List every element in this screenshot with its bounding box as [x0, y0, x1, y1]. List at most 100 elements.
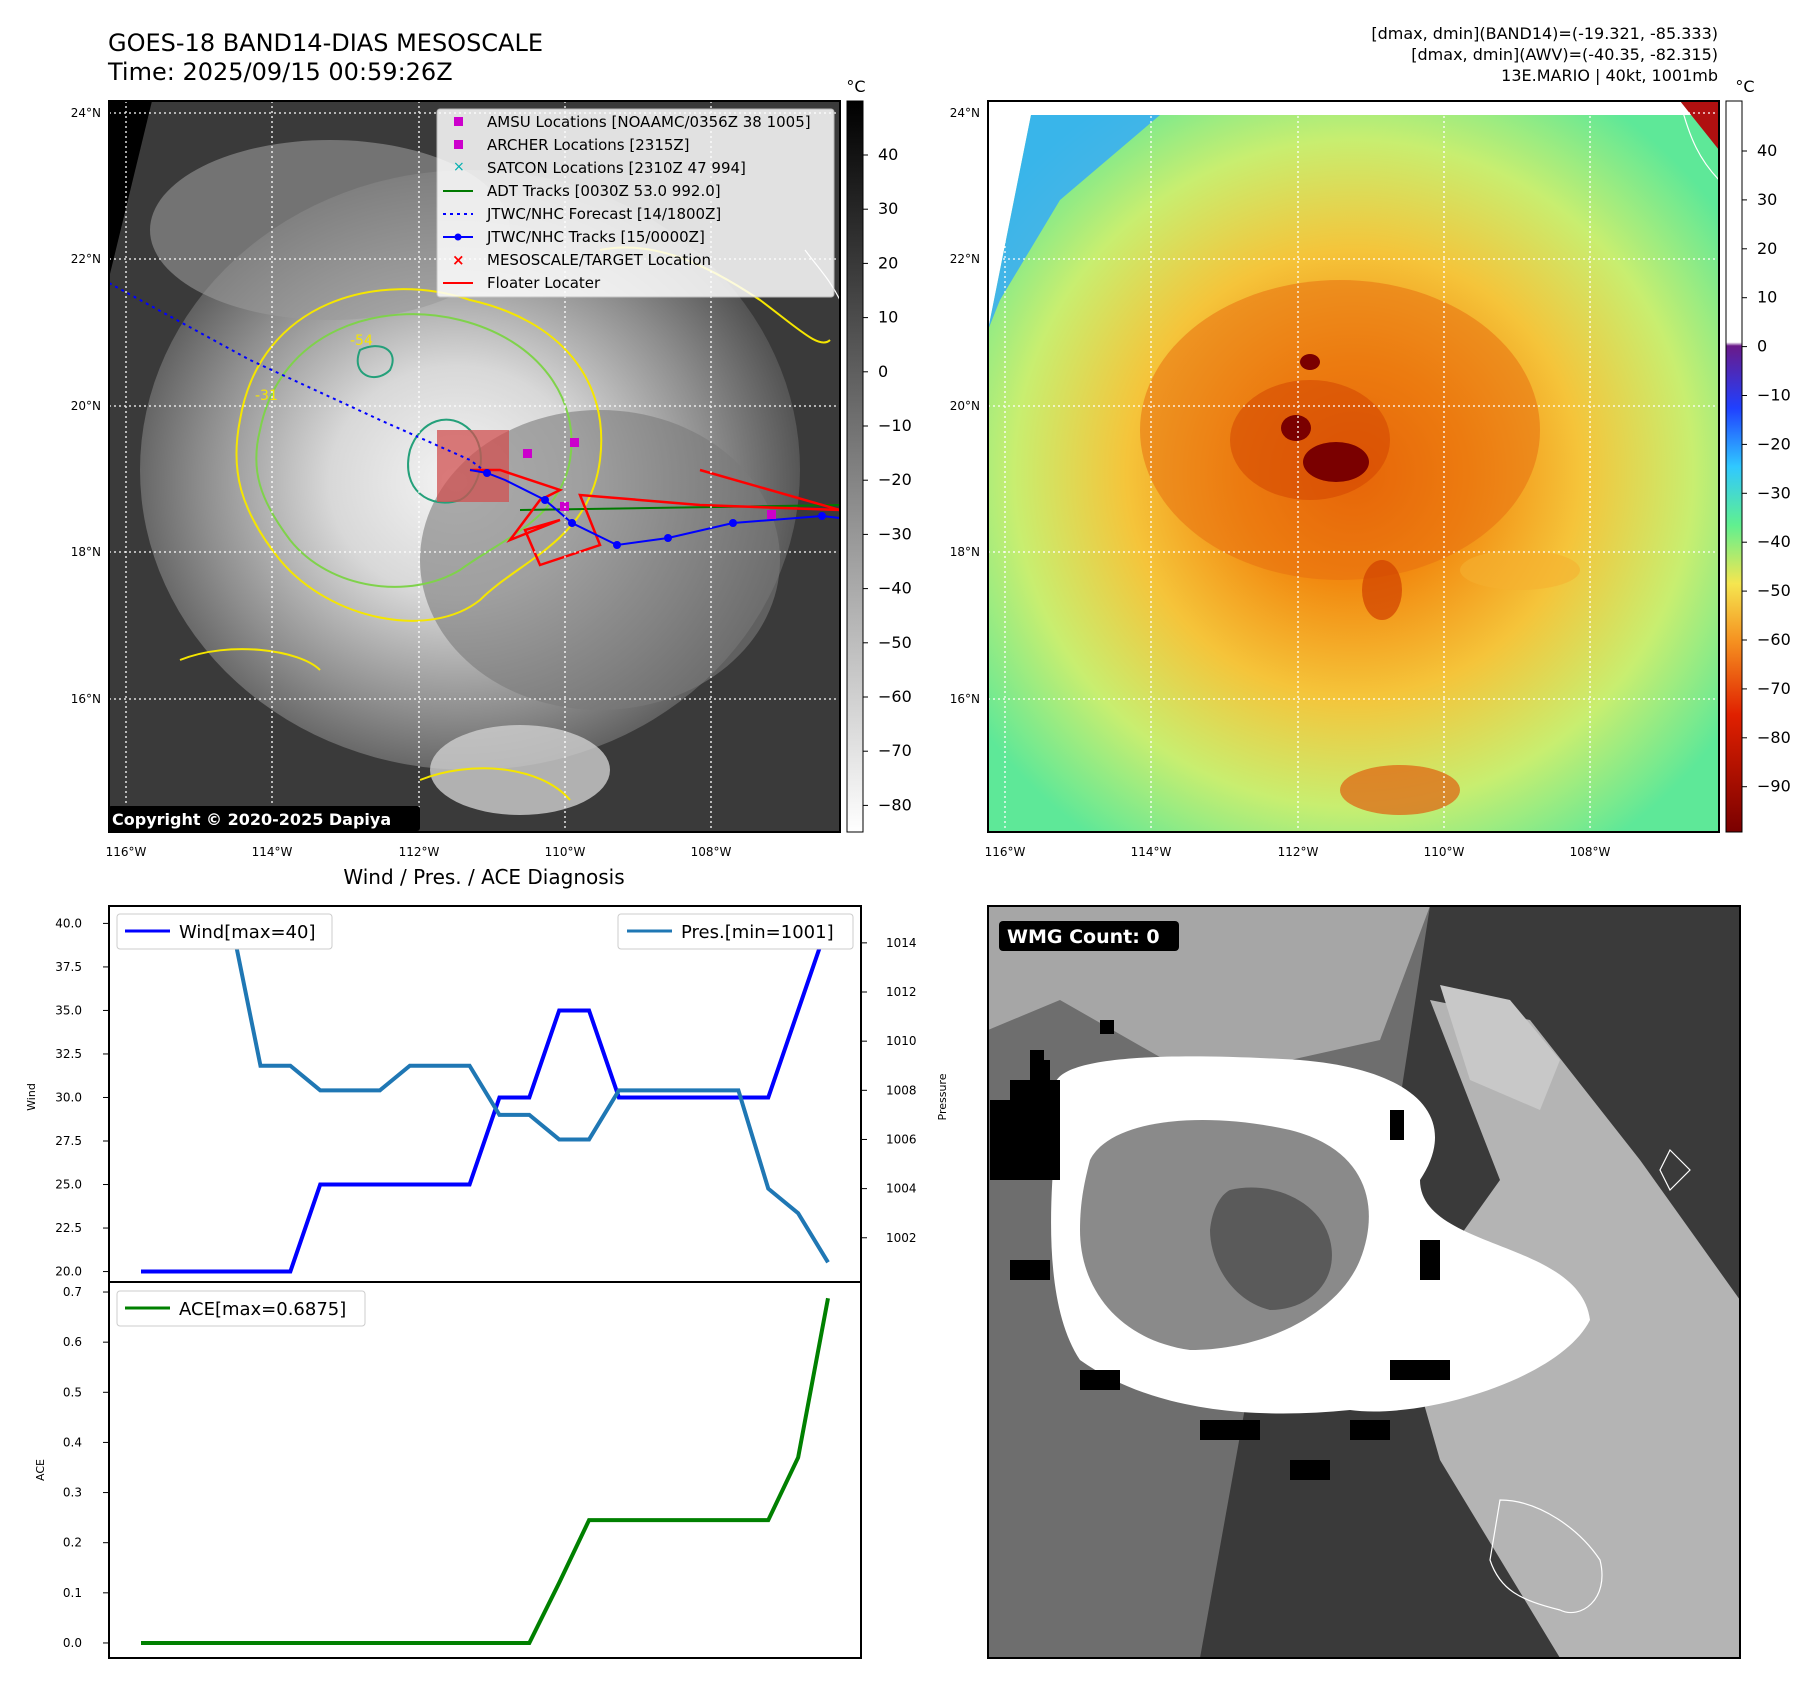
wind-tick-label: 20.0: [55, 1265, 82, 1279]
forecast-track: [109, 282, 491, 476]
lon-label: 112°W: [399, 845, 440, 859]
lon-label: 110°W: [545, 845, 586, 859]
lon-label: 108°W: [691, 845, 732, 859]
left-map-axis-labels: 116°W 114°W 112°W 110°W 108°W 24°N 22°N …: [71, 106, 732, 859]
colorbar-tick-label: 20: [878, 253, 898, 272]
legend-item: JTWC/NHC Tracks [15/0000Z]: [486, 228, 705, 246]
ace-tick-label: 0.4: [63, 1435, 82, 1449]
colorbar-tick-label: −70: [1757, 679, 1791, 698]
ace-legend: ACE[max=0.6875]: [116, 1290, 366, 1327]
lat-label: 18°N: [71, 545, 101, 559]
colorbar-tick-label: −80: [1757, 728, 1791, 747]
figure-time: Time: 2025/09/15 00:59:26Z: [107, 58, 453, 86]
colorbar-tick-label: 0: [1757, 337, 1767, 356]
colorbar-tick-label: 10: [878, 308, 898, 327]
lon-label: 116°W: [985, 845, 1026, 859]
colorbar-tick-label: −10: [1757, 386, 1791, 405]
target-legend-marker: ×: [452, 251, 465, 269]
ir-map-panel: -54 -31 × × AMSU Locations [NOAAMC/0356Z…: [108, 100, 841, 833]
pressure-tick-label: 1002: [886, 1231, 917, 1245]
wind-tick-label: 30.0: [55, 1090, 82, 1104]
colorbar-unit: °C: [846, 77, 865, 96]
colorbar-tick-label: −30: [1757, 483, 1791, 502]
legend-item: SATCON Locations [2310Z 47 994]: [487, 159, 746, 177]
colorbar-tick-label: 20: [1757, 239, 1777, 258]
legend-item: AMSU Locations [NOAAMC/0356Z 38 1005]: [487, 113, 811, 131]
lat-label: 16°N: [71, 692, 101, 706]
copyright-text: Copyright © 2020-2025 Dapiya: [112, 810, 391, 829]
ace-legend-label: ACE[max=0.6875]: [179, 1299, 346, 1320]
legend-item: ARCHER Locations [2315Z]: [487, 136, 690, 154]
best-track-points: [483, 469, 826, 549]
lon-label: 114°W: [252, 845, 293, 859]
wind-axis-label: Wind: [25, 1083, 38, 1111]
lon-label: 108°W: [1570, 845, 1611, 859]
floater-locater: [470, 468, 840, 567]
colorbar-tick-label: 40: [878, 145, 898, 164]
lat-label: 20°N: [950, 399, 980, 413]
wmg-dark-eye: [1210, 1187, 1332, 1310]
wind-tick-label: 35.0: [55, 1003, 82, 1017]
colorbar-tick-label: −30: [878, 524, 912, 543]
ace-tick-label: 0.0: [63, 1636, 82, 1650]
wmg-count-label: WMG Count: 0: [1007, 926, 1160, 948]
colorbar-tick-label: −10: [878, 416, 912, 435]
best-track: [469, 469, 840, 547]
wind-pressure-chart: 20.0 22.5 25.0 27.5 30.0 32.5 35.0 37.5 40.0 1002…: [55, 905, 917, 1283]
contour-label: -54: [350, 333, 373, 349]
ace-tick-label: 0.2: [63, 1536, 82, 1550]
colorbar-tick-label: −90: [1757, 777, 1791, 796]
ace-tick-label: 0.7: [63, 1285, 82, 1299]
ace-tick-label: 0.6: [63, 1335, 82, 1349]
contour-label: -31: [255, 388, 278, 404]
map-legend: × × AMSU Locations [NOAAMC/0356Z 38 1005…: [436, 108, 835, 298]
lat-label: 22°N: [950, 252, 980, 266]
colorbar-tick-label: −40: [878, 579, 912, 598]
satcon-legend-marker: ×: [453, 159, 465, 175]
awv-core: [1303, 442, 1369, 482]
lon-label: 110°W: [1424, 845, 1465, 859]
contour-yellow: [235, 288, 603, 622]
storm-info: 13E.MARIO | 40kt, 1001mb: [1501, 66, 1718, 85]
wind-tick-label: 22.5: [55, 1221, 82, 1235]
pressure-tick-label: 1010: [886, 1034, 917, 1048]
wind-tick-label: 37.5: [55, 960, 82, 974]
lat-label: 24°N: [950, 106, 980, 120]
pressure-tick-label: 1012: [886, 985, 917, 999]
wind-legend: Wind[max=40]: [116, 913, 333, 950]
lat-label: 20°N: [71, 399, 101, 413]
colorbar-tick-label: −40: [1757, 532, 1791, 551]
ace-axis-label: ACE: [34, 1459, 47, 1481]
colorbar-tick-label: −20: [878, 470, 912, 489]
pressure-tick-label: 1008: [886, 1083, 917, 1097]
wind-tick-label: 25.0: [55, 1178, 82, 1192]
lat-label: 22°N: [71, 252, 101, 266]
ace-tick-label: 0.5: [63, 1385, 82, 1399]
diagnosis-title: Wind / Pres. / ACE Diagnosis: [343, 865, 624, 889]
wmg-panel: WMG Count: 0: [987, 905, 1741, 1659]
wind-legend-label: Wind[max=40]: [179, 922, 316, 943]
colorbar-tick-label: 10: [1757, 288, 1777, 307]
lon-label: 114°W: [1131, 845, 1172, 859]
amsu-legend-marker: [454, 117, 463, 126]
ace-tick-label: 0.3: [63, 1486, 82, 1500]
colorbar-left: °C 40 30 20 10 0 −10 −20 −30 −40 −50 −60 −70 −80: [846, 77, 912, 833]
figure-title: GOES-18 BAND14-DIAS MESOSCALE: [108, 29, 543, 57]
ace-tick-label: 0.1: [63, 1586, 82, 1600]
ace-chart: 0.0 0.1 0.2 0.3 0.4 0.5 0.6 0.7: [63, 1281, 862, 1659]
lat-label: 16°N: [950, 692, 980, 706]
colorbar-unit: °C: [1735, 77, 1754, 96]
ace-series-line: [141, 1297, 830, 1645]
legend-item: ADT Tracks [0030Z 53.0 992.0]: [487, 182, 721, 200]
pressure-tick-label: 1004: [886, 1182, 917, 1196]
wind-series-line: [141, 922, 830, 1274]
colorbar-tick-label: −20: [1757, 434, 1791, 453]
no-data-region: [109, 101, 152, 278]
pressure-axis-label: Pressure: [936, 1073, 949, 1120]
lat-label: 24°N: [71, 106, 101, 120]
archer-legend-marker: [454, 140, 463, 149]
legend-item: JTWC/NHC Forecast [14/1800Z]: [486, 205, 721, 223]
colorbar-tick-label: −70: [878, 741, 912, 760]
colorbar-tick-label: −50: [878, 633, 912, 652]
